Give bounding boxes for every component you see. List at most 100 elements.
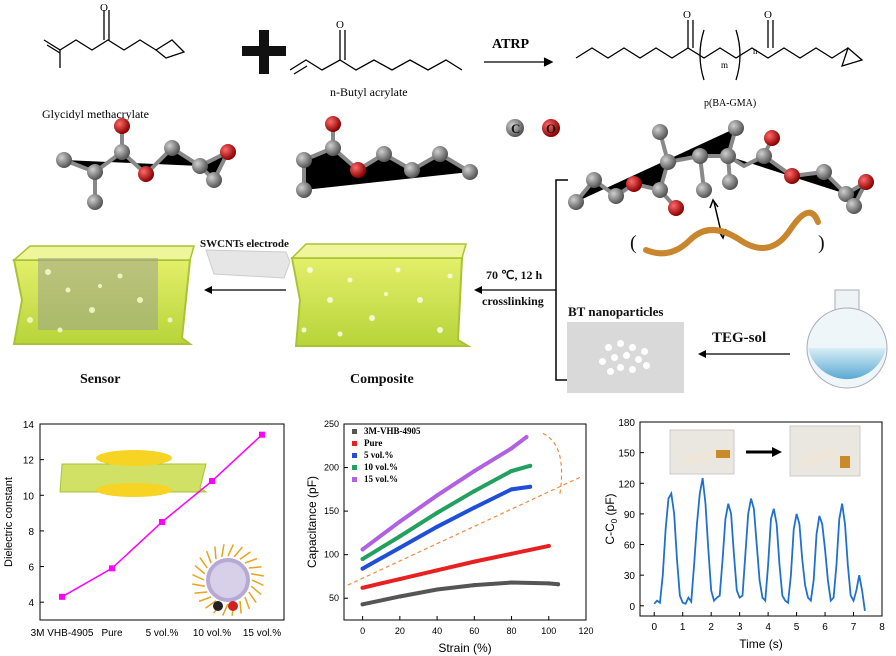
y-tick-label: 50 — [329, 593, 339, 603]
series-line — [360, 435, 529, 552]
m-subscript: m — [721, 60, 728, 70]
series-line — [360, 484, 533, 571]
legend-marker — [352, 429, 357, 434]
series-point — [509, 446, 514, 451]
x-tick-label: 6 — [822, 622, 828, 633]
composite-slab — [290, 243, 472, 347]
sensor-on-finger — [716, 450, 730, 458]
electrode-sheet — [205, 249, 291, 279]
series-point — [397, 534, 402, 539]
series-point — [472, 505, 477, 510]
y-tick-label: 180 — [618, 418, 635, 429]
bt-nanoparticles-box — [567, 322, 684, 393]
ligand-strand — [221, 603, 229, 616]
y-axis-label: Dielectric constant — [3, 477, 15, 567]
series-point — [509, 551, 514, 556]
svg-text:O: O — [336, 19, 344, 31]
x-tick-label: 0 — [360, 626, 365, 636]
y-tick-label: 60 — [624, 541, 636, 552]
data-point — [159, 519, 165, 525]
nba-label: n-Butyl acrylate — [330, 85, 408, 99]
series-point — [360, 602, 365, 607]
series-point — [509, 580, 514, 585]
series-point — [360, 557, 365, 562]
series-point — [435, 493, 440, 498]
oxygen-legend-atom — [542, 119, 560, 137]
x-tick-label: Pure — [101, 628, 123, 639]
ligand-strand — [199, 557, 208, 569]
x-tick-label: 3 — [737, 622, 743, 633]
x-tick-label: 80 — [507, 626, 517, 636]
series-point — [524, 435, 529, 440]
y-tick-label: 100 — [324, 550, 339, 560]
series-line — [360, 543, 551, 590]
x-tick-label: 120 — [578, 626, 593, 636]
nba-skeletal-structure — [289, 30, 463, 75]
series-point — [360, 566, 365, 571]
dielectric-chart: 4 6 8 10 12 14 3M VHB-4905 Pure 5 vol.% 10 vol.% 1… — [3, 420, 285, 639]
y-axis-label: C-C0 (pF) — [603, 493, 619, 544]
legend-label: 3M-VHB-4905 — [364, 426, 421, 436]
y-tick-label: 12 — [23, 456, 35, 467]
condition-line2: crosslinking — [482, 294, 544, 308]
legend-marker — [352, 477, 357, 482]
series-point — [397, 594, 402, 599]
series-point — [435, 568, 440, 573]
series-point — [472, 489, 477, 494]
ligand-strand — [205, 600, 217, 609]
x-tick-label: 3M VHB-4905 — [31, 628, 94, 639]
plus-icon-vertical — [259, 30, 269, 74]
negative-charge-icon — [213, 601, 223, 611]
positive-charge-icon — [228, 601, 238, 611]
x-tick-label: 20 — [395, 626, 405, 636]
series-point — [528, 463, 533, 468]
bracket-open: ( — [630, 232, 637, 254]
ligand-strand — [214, 546, 217, 560]
process-diagram — [12, 179, 888, 389]
series-point — [472, 583, 477, 588]
guide-line — [347, 475, 583, 586]
polymer-ball-model — [568, 120, 874, 216]
svg-text:O: O — [683, 9, 691, 21]
x-axis-label: Time (s) — [739, 637, 783, 651]
product-skeletal-structure — [575, 20, 864, 81]
series-point — [509, 469, 514, 474]
y-tick-label: 14 — [23, 420, 35, 431]
x-tick-label: 10 vol.% — [193, 628, 231, 639]
x-tick-label: 1 — [680, 622, 686, 633]
series-point — [397, 577, 402, 582]
carbon-legend-atom — [506, 119, 524, 137]
electrode-label: SWCNTs electrode — [200, 238, 289, 250]
y-tick-label: 90 — [624, 510, 636, 521]
carbon-legend-label: C — [511, 121, 520, 136]
ligand-strand — [251, 579, 264, 587]
bracket-line — [555, 179, 568, 381]
ligand-strand — [205, 550, 212, 564]
x-tick-label: 5 vol.% — [146, 628, 179, 639]
ligand-strand — [251, 573, 264, 577]
ligand-strand — [248, 566, 262, 569]
series-point — [556, 582, 561, 587]
svg-text:O: O — [764, 9, 772, 21]
gma-ball-model — [56, 118, 236, 210]
inset-top-electrode — [96, 450, 172, 466]
x-tick-label: 7 — [851, 622, 857, 633]
x-tick-label: 5 — [794, 622, 800, 633]
plot-frame — [639, 421, 883, 617]
bracket-close: ) — [818, 232, 825, 254]
product-label: p(BA-GMA) — [704, 98, 756, 109]
nba-ball-model — [296, 116, 478, 198]
x-tick-label: 40 — [432, 626, 442, 636]
ligand-strand — [198, 596, 212, 603]
signal-line — [653, 477, 866, 612]
polymer-chain-icon — [643, 209, 821, 257]
x-tick-label: 2 — [708, 622, 714, 633]
ligand-strand — [244, 557, 258, 564]
sensor-label: Sensor — [80, 372, 121, 387]
y-tick-label: 150 — [324, 506, 339, 516]
series-point — [546, 543, 551, 548]
composite-label: Composite — [350, 372, 414, 387]
atrp-label: ATRP — [492, 37, 530, 52]
y-tick-label: 6 — [28, 563, 34, 574]
legend-marker — [352, 453, 357, 458]
